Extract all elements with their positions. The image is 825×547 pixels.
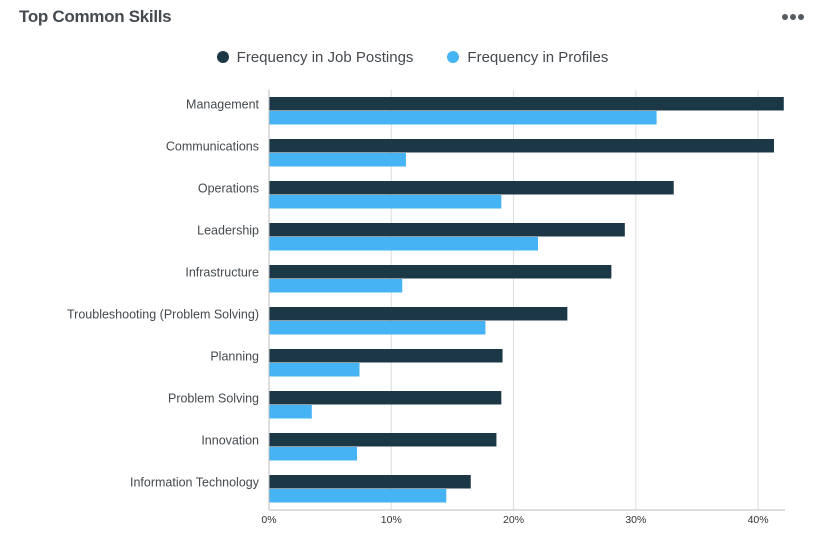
- bar-job-postings-9[interactable]: [269, 475, 471, 489]
- category-label: Troubleshooting (Problem Solving): [67, 308, 259, 322]
- menu-dot: [782, 14, 788, 20]
- category-label: Infrastructure: [185, 266, 259, 280]
- category-label: Innovation: [201, 434, 259, 448]
- bar-job-postings-4[interactable]: [269, 265, 612, 279]
- bar-job-postings-3[interactable]: [269, 223, 625, 237]
- legend-item-job-postings[interactable]: Frequency in Job Postings: [216, 48, 414, 66]
- bar-profiles-0[interactable]: [269, 111, 657, 125]
- x-tick-label: 20%: [503, 514, 524, 526]
- x-tick-label: 10%: [381, 514, 402, 526]
- bar-job-postings-1[interactable]: [269, 139, 774, 153]
- category-label: Information Technology: [130, 476, 260, 490]
- legend-marker-profiles: [447, 51, 460, 63]
- x-tick-label: 0%: [261, 514, 276, 526]
- bar-profiles-8[interactable]: [269, 447, 358, 461]
- chart-legend: Frequency in Job Postings Frequency in P…: [0, 46, 825, 68]
- menu-dot: [790, 14, 796, 20]
- bar-profiles-5[interactable]: [269, 321, 486, 335]
- bar-job-postings-5[interactable]: [269, 307, 568, 321]
- bar-profiles-1[interactable]: [269, 153, 406, 167]
- legend-marker-job-postings: [216, 51, 229, 63]
- category-label: Communications: [166, 140, 259, 154]
- category-label: Management: [186, 98, 259, 112]
- category-label: Leadership: [197, 224, 259, 238]
- category-label: Operations: [198, 182, 259, 196]
- bar-profiles-2[interactable]: [269, 195, 502, 209]
- category-label: Planning: [210, 350, 259, 364]
- legend-item-profiles[interactable]: Frequency in Profiles: [447, 49, 608, 66]
- bar-profiles-7[interactable]: [269, 405, 312, 419]
- chart-title: Top Common Skills: [19, 7, 172, 26]
- x-tick-label: 40%: [748, 514, 769, 526]
- bar-job-postings-2[interactable]: [269, 181, 674, 195]
- more-options-icon[interactable]: [779, 10, 807, 24]
- bar-job-postings-0[interactable]: [269, 97, 784, 111]
- bar-job-postings-8[interactable]: [269, 433, 497, 447]
- category-label: Problem Solving: [168, 392, 259, 406]
- legend-label-profiles: Frequency in Profiles: [467, 48, 609, 66]
- bar-profiles-6[interactable]: [269, 363, 360, 377]
- bar-job-postings-6[interactable]: [269, 349, 503, 363]
- menu-dot: [798, 14, 804, 20]
- bar-profiles-4[interactable]: [269, 279, 403, 293]
- bar-job-postings-7[interactable]: [269, 391, 502, 405]
- bar-profiles-9[interactable]: [269, 489, 447, 503]
- legend-label-job-postings: Frequency in Job Postings: [236, 48, 414, 66]
- x-tick-label: 30%: [625, 514, 646, 526]
- bar-profiles-3[interactable]: [269, 237, 539, 251]
